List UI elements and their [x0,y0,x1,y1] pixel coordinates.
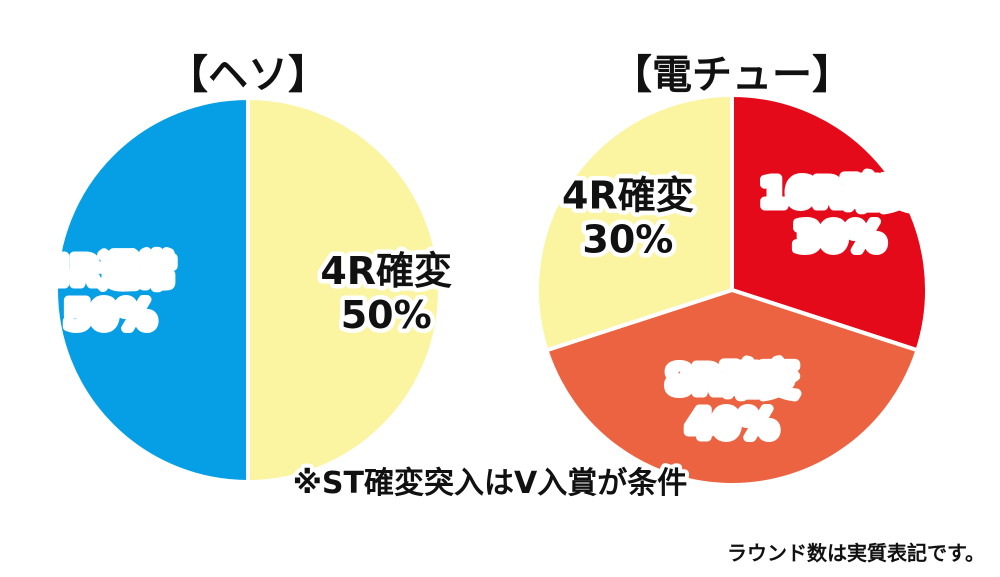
slice-category: 4R通常 [44,249,176,293]
pie-slice [544,288,920,487]
slice-label: 16R確変 30% [760,171,918,259]
heso-title: 【ヘソ】 [168,52,328,98]
slice-label: 4R確変 30% [562,173,694,261]
slice-category: 8R確変 [666,358,798,402]
slice-percent: 50% [341,293,432,337]
slice-category: 16R確変 [760,171,918,215]
dentyu-title: 【電チュー】 [612,52,852,98]
rounds-note: ラウンド数は実質表記です。 [727,541,985,565]
dentyu-pie [535,93,929,487]
condition-note: ※ST確変突入はV入賞が条件 [293,466,687,501]
slice-percent: 40% [687,402,778,446]
heso-pie [54,96,442,484]
pie-slice [54,96,250,484]
pie-slice [730,93,929,353]
slice-category: 4R確変 [562,173,694,217]
slice-category: 4R確変 [320,249,452,293]
slice-percent: 30% [794,215,885,259]
slice-label: 8R確変 40% [666,358,798,446]
pie-slice [535,93,734,353]
slice-percent: 30% [582,217,673,261]
pie-slice [246,96,442,484]
slice-percent: 50% [64,293,155,337]
slice-label: 4R確変 50% [320,249,452,337]
slice-label: 4R通常 50% [44,249,176,337]
